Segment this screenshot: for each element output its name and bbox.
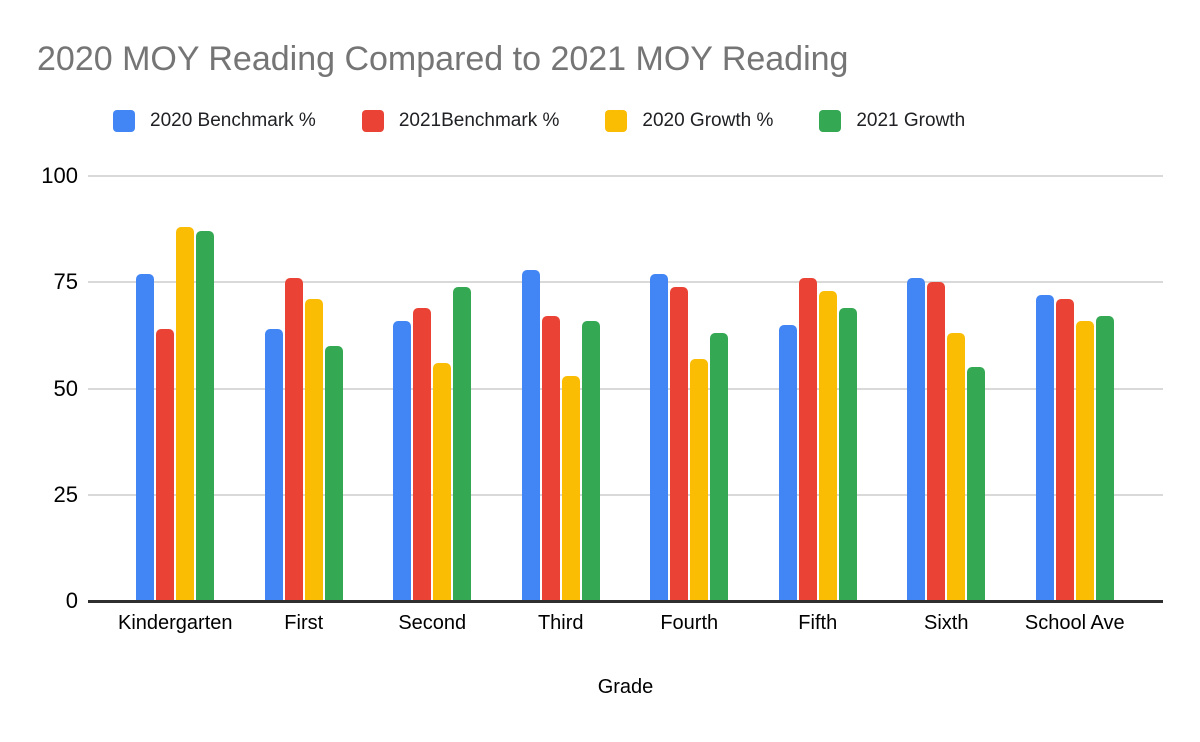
gridline-50: [88, 387, 1163, 390]
bar-2020-growth-pct-second: [433, 363, 452, 601]
bar-group-kindergarten: [111, 176, 240, 601]
bar-2021benchmark-pct-fifth: [798, 278, 817, 601]
legend-swatch-icon: [361, 110, 384, 132]
gridline-25: [88, 493, 1163, 496]
bar-2020-benchmark-pct-third: [521, 269, 540, 601]
bar-2021benchmark-pct-sixth: [927, 282, 946, 601]
legend: 2020 Benchmark % 2021Benchmark % 2020 Grow…: [113, 110, 965, 132]
legend-swatch-icon: [605, 110, 628, 132]
bar-2021-growth-second: [453, 286, 472, 601]
bar-2020-benchmark-pct-fourth: [650, 273, 669, 601]
legend-item-2021benchmark-pct: 2021Benchmark %: [361, 110, 560, 132]
bar-2021benchmark-pct-school-ave: [1055, 299, 1074, 601]
bar-2020-benchmark-pct-first: [264, 329, 283, 601]
bar-2020-benchmark-pct-fifth: [778, 324, 797, 601]
y-axis-labels: 0 25 50 75 100: [20, 163, 78, 613]
legend-swatch-icon: [819, 110, 842, 132]
y-tick-label-0: 0: [65, 588, 78, 613]
legend-swatch-icon: [113, 110, 135, 132]
legend-item-2020-benchmark-pct: 2020 Benchmark %: [113, 110, 316, 132]
bar-2021-growth-school-ave: [1095, 316, 1114, 601]
chart-title: 2020 MOY Reading Compared to 2021 MOY Re…: [37, 40, 849, 78]
bar-group-fourth: [625, 176, 754, 601]
bar-2021-growth-third: [581, 320, 600, 601]
bar-2020-growth-pct-fourth: [690, 358, 709, 601]
bar-2021-growth-fifth: [838, 307, 857, 601]
x-tick-label-sixth: Sixth: [924, 612, 969, 634]
legend-item-2021-growth: 2021 Growth: [819, 110, 965, 132]
bar-2020-growth-pct-third: [561, 375, 580, 601]
gridline-75: [88, 281, 1163, 284]
x-axis-baseline: [88, 600, 1163, 603]
bar-2021benchmark-pct-fourth: [670, 286, 689, 601]
bar-2020-benchmark-pct-school-ave: [1035, 295, 1054, 601]
bar-2021benchmark-pct-kindergarten: [156, 329, 175, 601]
legend-label: 2020 Growth %: [642, 110, 774, 131]
bar-2021benchmark-pct-third: [541, 316, 560, 601]
bar-group-fifth: [754, 176, 883, 601]
bar-2021benchmark-pct-first: [284, 278, 303, 601]
x-axis-title: Grade: [597, 676, 654, 698]
y-tick-label-50: 50: [53, 375, 78, 401]
legend-item-2020-growth-pct: 2020 Growth %: [605, 110, 773, 132]
bar-group-sixth: [882, 176, 1011, 601]
y-tick-label-75: 75: [53, 269, 78, 295]
bar-2021-growth-first: [324, 346, 343, 601]
x-axis-labels: Kindergarten First Second Third Fourth Fifth S…: [111, 612, 1139, 635]
x-tick-label-third: Third: [537, 612, 584, 634]
bar-2021-growth-kindergarten: [196, 231, 215, 601]
x-tick-label-second: Second: [398, 612, 467, 634]
bar-2020-growth-pct-sixth: [947, 333, 966, 601]
bar-2020-growth-pct-first: [304, 299, 323, 601]
bar-2020-benchmark-pct-sixth: [907, 278, 926, 601]
x-tick-label-kindergarten: Kindergarten: [117, 612, 233, 634]
legend-label: 2021 Growth: [856, 110, 966, 131]
bar-2021-growth-sixth: [967, 367, 986, 601]
bar-group-third: [497, 176, 626, 601]
x-tick-label-school-ave: School Ave: [1024, 612, 1125, 634]
bar-2020-growth-pct-school-ave: [1075, 320, 1094, 601]
bar-2021-growth-fourth: [710, 333, 729, 601]
bar-2020-growth-pct-kindergarten: [176, 227, 195, 601]
bar-2021benchmark-pct-second: [413, 307, 432, 601]
bar-2020-benchmark-pct-kindergarten: [136, 273, 155, 601]
bar-group-second: [368, 176, 497, 601]
bar-group-first: [240, 176, 369, 601]
bar-group-school-ave: [1011, 176, 1140, 601]
gridline-100: [88, 175, 1163, 177]
bar-2020-benchmark-pct-second: [393, 320, 412, 601]
x-tick-label-first: First: [284, 612, 324, 634]
legend-label: 2020 Benchmark %: [150, 110, 316, 131]
y-tick-label-100: 100: [41, 163, 78, 188]
x-tick-label-fourth: Fourth: [660, 612, 719, 634]
x-tick-label-fifth: Fifth: [798, 612, 838, 634]
bar-columns: [111, 176, 1139, 601]
bar-2020-growth-pct-fifth: [818, 290, 837, 601]
legend-label: 2021Benchmark %: [398, 110, 560, 131]
y-tick-label-25: 25: [53, 481, 78, 507]
plot-area: [88, 175, 1163, 603]
